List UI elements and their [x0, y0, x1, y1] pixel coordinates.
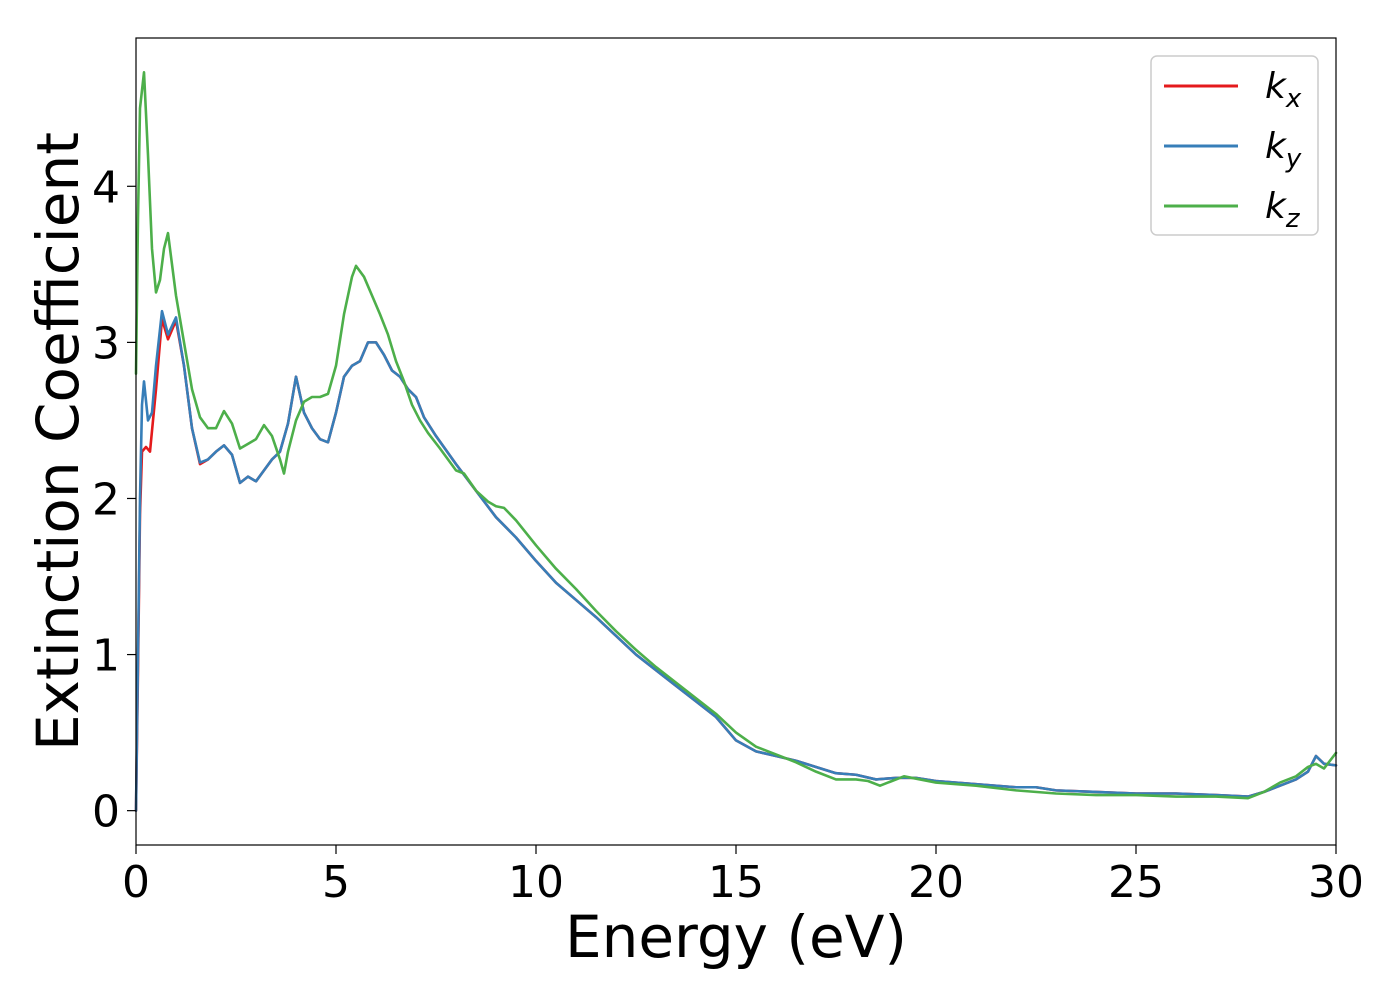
- y-tick-label: 4: [92, 162, 120, 213]
- legend-label: ky: [1265, 126, 1302, 174]
- y-tick-label: 2: [92, 474, 120, 525]
- x-tick-label: 15: [708, 857, 764, 908]
- y-axis-label: Extinction Coefficient: [24, 132, 92, 751]
- x-tick-label: 0: [122, 857, 150, 908]
- x-axis-label: Energy (eV): [565, 903, 907, 971]
- legend-label: kz: [1265, 186, 1301, 234]
- legend-label: kx: [1265, 66, 1302, 114]
- x-tick-label: 25: [1108, 857, 1164, 908]
- series-line-x: [134, 317, 1338, 812]
- y-tick-label: 0: [92, 787, 120, 838]
- x-tick-label: 20: [908, 857, 964, 908]
- y-tick-label: 3: [92, 318, 120, 369]
- series-line-z: [134, 71, 1338, 800]
- legend-item-x: kx: [1164, 66, 1302, 114]
- legend-item-y: ky: [1164, 126, 1302, 174]
- x-tick-label: 30: [1308, 857, 1364, 908]
- legend-item-z: kz: [1164, 186, 1301, 234]
- y-axis: 0 1 2 3 4: [92, 162, 136, 838]
- legend-items: kx ky kz: [1164, 66, 1302, 234]
- x-tick-label: 10: [508, 857, 564, 908]
- y-tick-label: 1: [92, 631, 120, 682]
- legend: kx ky kz: [1150, 55, 1319, 236]
- series-layer: [134, 71, 1338, 812]
- series-line-y: [134, 309, 1338, 812]
- x-tick-label: 5: [322, 857, 350, 908]
- x-axis: 0 5 10 15 20 25 30: [122, 845, 1364, 908]
